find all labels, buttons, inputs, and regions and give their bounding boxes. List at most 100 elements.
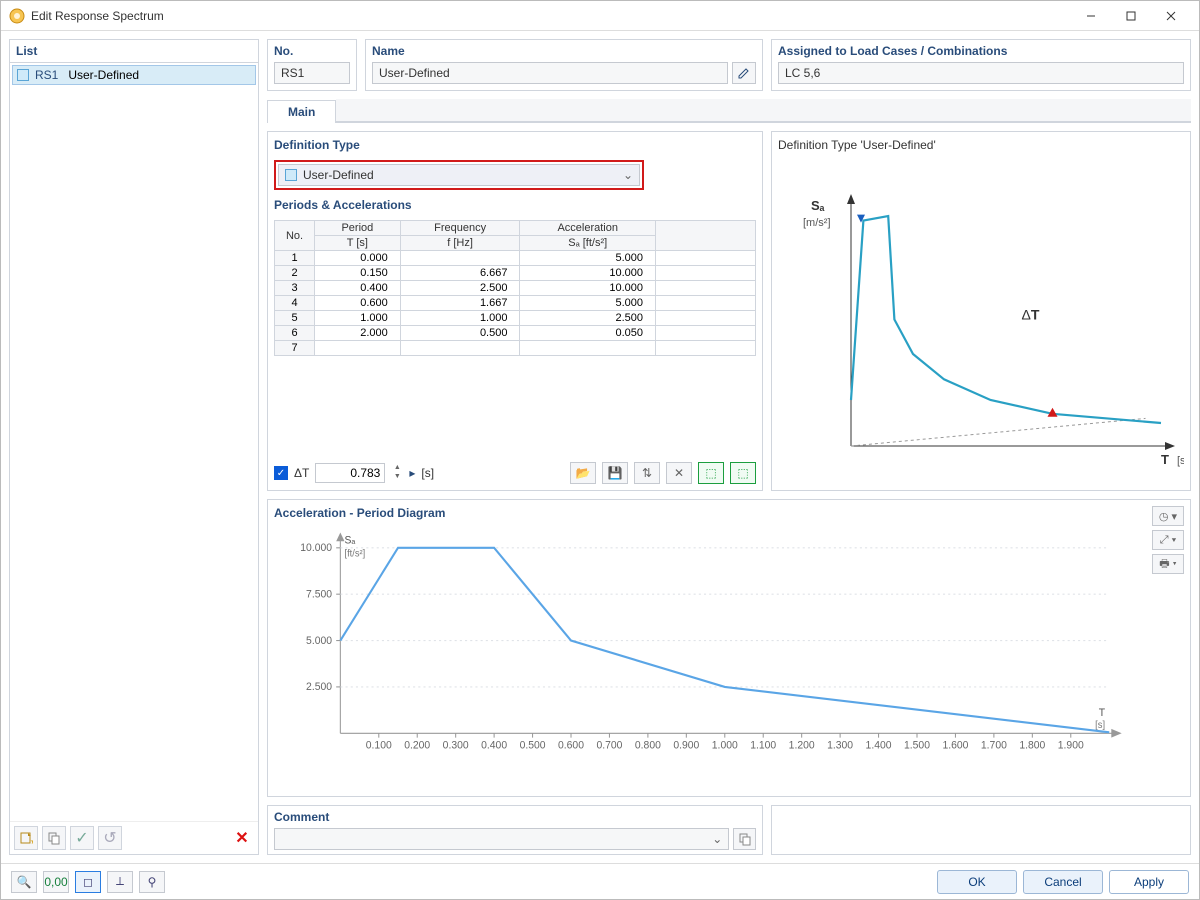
cell-period[interactable]: 0.000 [315, 251, 401, 266]
delta-t-unit: [s] [421, 466, 434, 480]
cell-period[interactable]: 0.150 [315, 266, 401, 281]
definition-column: Definition Type User-Defined ⌄ Periods &… [267, 131, 763, 491]
save-file-icon[interactable]: 💾 [602, 462, 628, 484]
svg-text:0.900: 0.900 [673, 739, 699, 751]
cell-freq[interactable]: 6.667 [400, 266, 520, 281]
cancel-button[interactable]: Cancel [1023, 870, 1103, 894]
comment-lib-button[interactable] [733, 828, 756, 850]
view2-button[interactable]: ⟂ [107, 871, 133, 893]
table-row[interactable]: 20.1506.66710.000 [275, 266, 756, 281]
definition-diagram: Sₐ[m/s²]T[s]ΔT [778, 156, 1184, 476]
svg-text:★: ★ [30, 837, 33, 845]
cell-freq[interactable] [400, 341, 520, 356]
cell-period[interactable]: 0.600 [315, 296, 401, 311]
cell-acc[interactable]: 5.000 [520, 251, 656, 266]
row-num: 3 [275, 281, 315, 296]
svg-text:0.100: 0.100 [366, 739, 392, 751]
cell-period[interactable]: 0.400 [315, 281, 401, 296]
maximize-button[interactable] [1111, 2, 1151, 30]
svg-text:1.400: 1.400 [866, 739, 892, 751]
chevron-down-icon: ⌄ [623, 168, 633, 182]
window-title: Edit Response Spectrum [31, 9, 164, 23]
tab-strip: Main [267, 99, 1191, 123]
table-row[interactable]: 40.6001.6675.000 [275, 296, 756, 311]
name-input[interactable]: User-Defined [372, 62, 728, 84]
tab-main[interactable]: Main [267, 100, 336, 123]
exclude-button[interactable]: ↺ [98, 826, 122, 850]
ok-button[interactable]: OK [937, 870, 1017, 894]
svg-text:[s]: [s] [1095, 720, 1105, 731]
table-row[interactable]: 10.000 5.000 [275, 251, 756, 266]
open-file-icon[interactable]: 📂 [570, 462, 596, 484]
cell-period[interactable]: 2.000 [315, 326, 401, 341]
svg-text:0.300: 0.300 [443, 739, 469, 751]
table-toolbar: ✓ ΔT ▲▼ ▸ [s] 📂 💾 ⇅ ✕ ⬚ ⬚ [274, 462, 756, 484]
table-row[interactable]: 51.0001.0002.500 [275, 311, 756, 326]
row-num: 1 [275, 251, 315, 266]
minimize-button[interactable] [1071, 2, 1111, 30]
sort-icon[interactable]: ⇅ [634, 462, 660, 484]
spectrum-icon [17, 69, 29, 81]
cell-acc[interactable]: 10.000 [520, 266, 656, 281]
edit-name-button[interactable] [732, 62, 756, 84]
assigned-label: Assigned to Load Cases / Combinations [778, 44, 1184, 58]
delete-row-icon[interactable]: ✕ [666, 462, 692, 484]
cell-period[interactable] [315, 341, 401, 356]
chevron-down-icon: ⌄ [712, 832, 722, 846]
delta-t-input[interactable] [315, 463, 385, 483]
comment-input[interactable]: ⌄ [274, 828, 729, 850]
delete-button[interactable]: ✕ [230, 826, 254, 850]
step-play-icon[interactable]: ▸ [409, 466, 415, 480]
cell-acc[interactable]: 2.500 [520, 311, 656, 326]
cell-freq[interactable]: 2.500 [400, 281, 520, 296]
cell-freq[interactable]: 0.500 [400, 326, 520, 341]
cell-acc[interactable]: 5.000 [520, 296, 656, 311]
excel-import-icon[interactable]: ⬚ [698, 462, 724, 484]
col-acceleration: Acceleration [520, 221, 656, 236]
new-button[interactable]: ★ [14, 826, 38, 850]
table-row[interactable]: 62.0000.5000.050 [275, 326, 756, 341]
svg-text:1.800: 1.800 [1019, 739, 1045, 751]
apply-button[interactable]: Apply [1109, 870, 1189, 894]
svg-text:7.500: 7.500 [306, 588, 332, 600]
close-button[interactable] [1151, 2, 1191, 30]
cell-acc[interactable] [520, 341, 656, 356]
svg-text:1.100: 1.100 [750, 739, 776, 751]
copy-button[interactable] [42, 826, 66, 850]
chart-mode-button[interactable]: ◷ ▾ [1152, 506, 1184, 526]
list-body: RS1 User-Defined [10, 63, 258, 821]
cell-freq[interactable]: 1.667 [400, 296, 520, 311]
spin-buttons[interactable]: ▲▼ [391, 464, 403, 482]
cell-period[interactable]: 1.000 [315, 311, 401, 326]
excel-export-icon[interactable]: ⬚ [730, 462, 756, 484]
col-acc-unit: Sₐ [ft/s²] [520, 236, 656, 251]
view1-button[interactable]: ◻ [75, 871, 101, 893]
definition-type-title: Definition Type [274, 138, 756, 152]
list-item[interactable]: RS1 User-Defined [12, 65, 256, 85]
no-label: No. [274, 44, 350, 58]
help-button[interactable]: 🔍 [11, 871, 37, 893]
include-button[interactable]: ✓ [70, 826, 94, 850]
delta-t-checkbox[interactable]: ✓ [274, 466, 288, 480]
chart-print-button[interactable]: 🖶 ▾ [1152, 554, 1184, 574]
table-row[interactable]: 30.4002.50010.000 [275, 281, 756, 296]
svg-text:[m/s²]: [m/s²] [803, 217, 831, 229]
cell-acc[interactable]: 10.000 [520, 281, 656, 296]
periods-table[interactable]: No. Period Frequency Acceleration T [s] … [274, 220, 756, 356]
svg-text:2.500: 2.500 [306, 681, 332, 693]
cell-acc[interactable]: 0.050 [520, 326, 656, 341]
cell-freq[interactable]: 1.000 [400, 311, 520, 326]
definition-type-dropdown[interactable]: User-Defined ⌄ [278, 164, 640, 186]
units-button[interactable]: 0,00 [43, 871, 69, 893]
no-input[interactable]: RS1 [274, 62, 350, 84]
cell-freq[interactable] [400, 251, 520, 266]
definition-diagram-panel: Definition Type 'User-Defined' Sₐ[m/s²]T… [771, 131, 1191, 491]
view3-button[interactable]: ⚲ [139, 871, 165, 893]
comment-panel: Comment ⌄ [267, 805, 763, 855]
svg-text:[s]: [s] [1177, 455, 1184, 467]
chart-axes-button[interactable]: ⤢ ▾ [1152, 530, 1184, 550]
table-row[interactable]: 7 [275, 341, 756, 356]
periods-title: Periods & Accelerations [274, 198, 756, 212]
chart-panel: Acceleration - Period Diagram 10.0007.50… [267, 499, 1191, 797]
assigned-input: LC 5,6 [778, 62, 1184, 84]
